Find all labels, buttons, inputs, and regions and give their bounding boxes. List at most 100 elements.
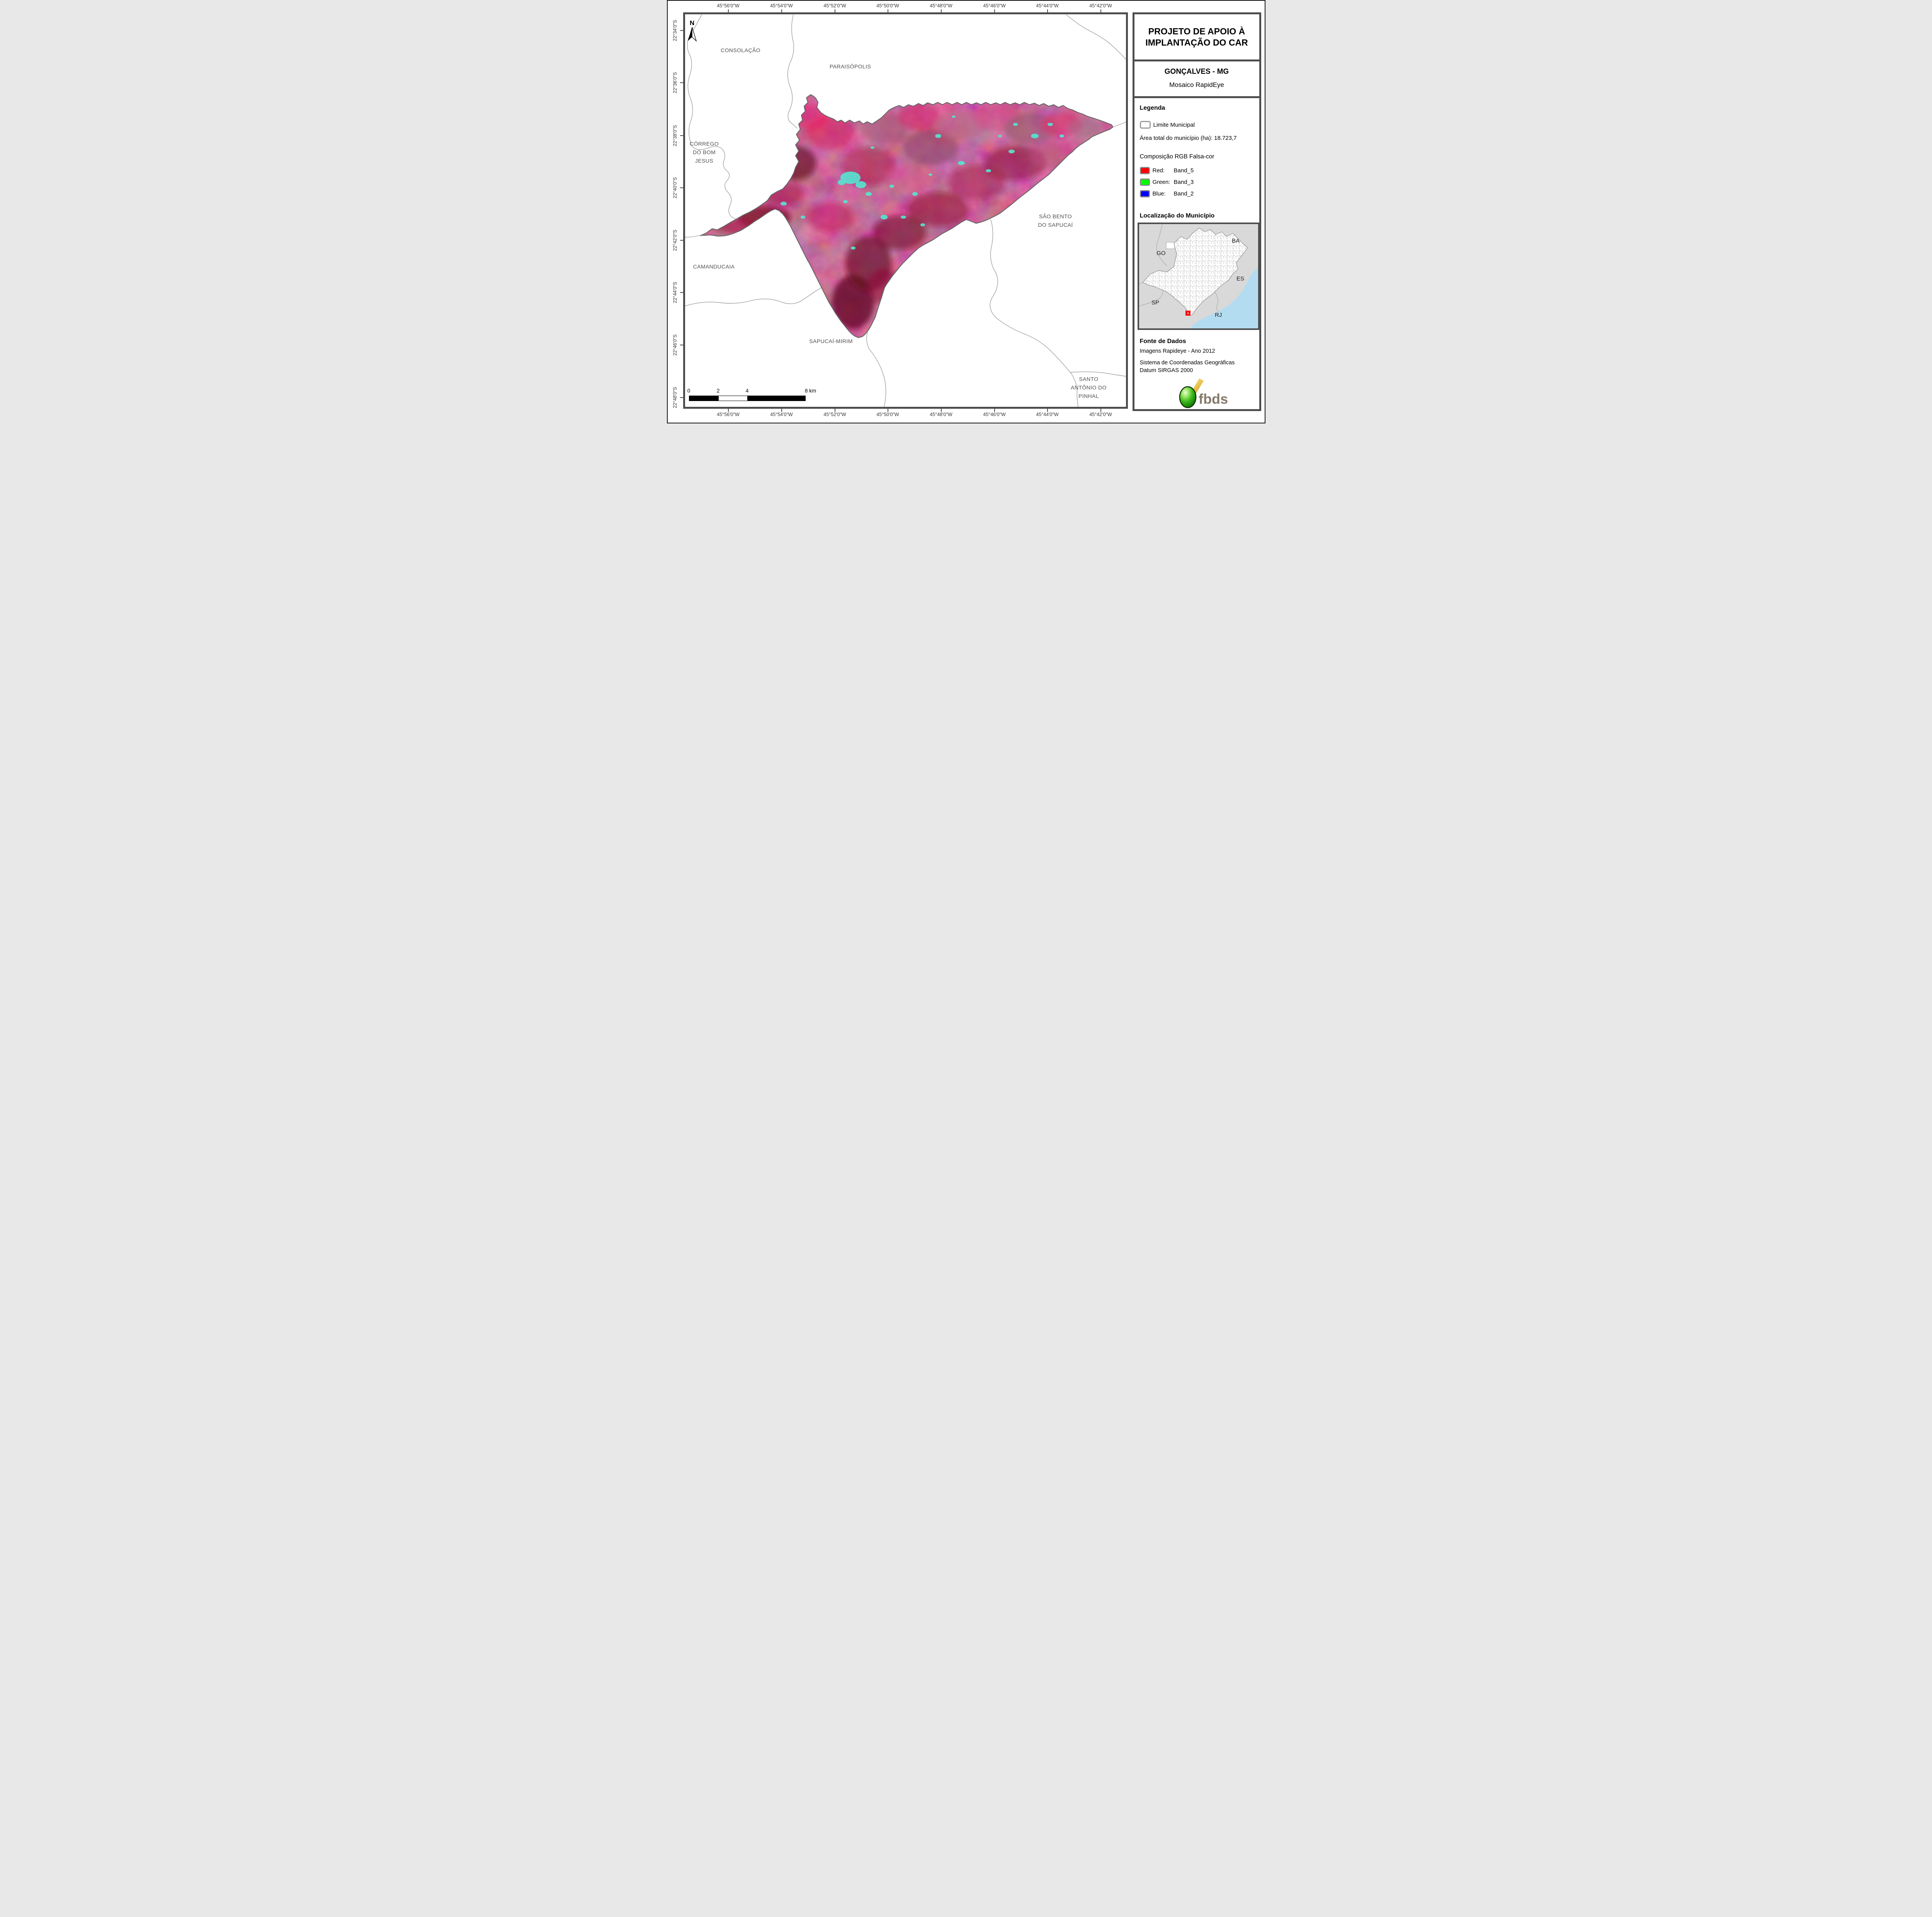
municipality-area: Área total do município (ha): 18.723,7	[1139, 135, 1237, 141]
inset-go-municipality	[1166, 242, 1175, 249]
scalebar-labels: 0 2 4 8 km	[687, 388, 816, 394]
inset-locator-map: GO BA ES SP RJ	[1137, 223, 1260, 330]
urban-and-water-patches	[780, 116, 1064, 250]
axis-label-top: 45°56'0"W	[717, 3, 740, 8]
scalebar	[689, 396, 806, 401]
source-line-datum: Datum SIRGAS 2000	[1139, 367, 1193, 374]
axis-label-left: 22°44'0"S	[672, 282, 678, 303]
ocean	[1190, 267, 1258, 328]
axis-tick-bottom	[781, 409, 782, 412]
scalebar-tick-label: 4	[745, 388, 749, 394]
limit-label: Limite Municipal	[1153, 121, 1195, 128]
axis-tick-bottom	[728, 409, 729, 412]
axis-label-left: 22°48'0"S	[672, 387, 678, 408]
axis-tick-left	[680, 240, 683, 241]
map-label-corrego: CÓRREGO DO BOM JESUS	[690, 139, 719, 165]
state-label-sp: SP	[1151, 299, 1159, 306]
rgb-band-label: Band_3	[1173, 178, 1194, 185]
axis-label-top: 45°50'0"W	[876, 3, 899, 8]
axis-tick-bottom	[940, 409, 942, 412]
axis-label-left: 22°36'0"S	[672, 72, 678, 93]
project-title: PROJETO DE APOIO À IMPLANTAÇÃO DO CAR	[1145, 26, 1248, 48]
municipality-title: GONÇALVES - MG	[1164, 68, 1229, 76]
info-panel: PROJETO DE APOIO À IMPLANTAÇÃO DO CAR GO…	[1132, 12, 1261, 411]
main-map: N	[685, 14, 1126, 407]
rgb-channel-label: Blue:	[1152, 190, 1166, 197]
map-label-line: CAMANDUCAIA	[693, 263, 735, 270]
logo-green-sphere	[1179, 386, 1196, 408]
state-label-rj: RJ	[1215, 312, 1222, 318]
rgb-composition-rows: Red: Band_5 Green: Band_3 Blue: Band_2	[1139, 165, 1194, 199]
map-label-camanducaia: CAMANDUCAIA	[693, 262, 735, 271]
axis-label-left: 22°42'0"S	[672, 229, 678, 251]
data-source-heading: Fonte de Dados	[1139, 338, 1186, 345]
map-document: N 45°56'0"W 45°54'0"W 45°52'0"W 45°50'0"W 45…	[667, 0, 1265, 423]
axis-tick-top	[781, 9, 782, 12]
scalebar-middle-segment	[718, 396, 748, 401]
map-label-line: PARAISÓPOLIS	[829, 63, 871, 70]
map-label-sao-bento: SÃO BENTO DO SAPUCAÍ	[1038, 212, 1073, 229]
rgb-band-label: Band_5	[1173, 167, 1194, 174]
axis-label-bottom: 45°54'0"W	[770, 412, 793, 417]
state-label-go: GO	[1156, 250, 1165, 257]
municipality-outline	[700, 94, 1113, 338]
legend-rgb-row: Red: Band_5	[1139, 165, 1194, 176]
color-swatch-icon	[1139, 178, 1150, 186]
axis-tick-bottom	[1100, 409, 1101, 412]
axis-label-left: 22°40'0"S	[672, 177, 678, 199]
scalebar-tick-label: 2	[716, 388, 720, 394]
panel-title-block: PROJETO DE APOIO À IMPLANTAÇÃO DO CAR	[1134, 14, 1259, 61]
axis-label-top: 45°48'0"W	[930, 3, 952, 8]
map-label-line: SAPUCAÍ-MIRIM	[809, 338, 853, 344]
panel-subtitle-block: GONÇALVES - MG Mosaico RapidEye	[1134, 61, 1259, 98]
axis-label-bottom: 45°48'0"W	[930, 412, 952, 417]
legend-rgb-row: Green: Band_3	[1139, 176, 1194, 188]
legend-limit-row: Limite Municipal	[1139, 121, 1195, 129]
map-label-line: ANTÔNIO DO	[1071, 384, 1107, 391]
axis-label-left: 22°46'0"S	[672, 334, 678, 356]
axis-tick-left	[680, 397, 683, 398]
axis-label-top: 45°54'0"W	[770, 3, 793, 8]
logo-text: fbds	[1199, 391, 1228, 407]
scalebar-tick-label: 8 km	[804, 388, 816, 394]
map-label-line: CÓRREGO	[689, 141, 719, 147]
axis-tick-top	[728, 9, 729, 12]
map-label-santo-antonio: SANTO ANTÔNIO DO PINHAL	[1071, 375, 1107, 400]
axis-label-top: 45°52'0"W	[823, 3, 846, 8]
axis-label-bottom: 45°44'0"W	[1036, 412, 1059, 417]
rgb-band-label: Band_2	[1173, 190, 1194, 197]
axis-tick-left	[680, 82, 683, 83]
axis-tick-top	[940, 9, 942, 12]
axis-tick-top	[1100, 9, 1101, 12]
axis-tick-left	[680, 187, 683, 188]
axis-label-bottom: 45°46'0"W	[983, 412, 1006, 417]
axis-label-left: 22°34'0"S	[672, 20, 678, 41]
north-letter: N	[689, 19, 694, 27]
limit-swatch-icon	[1139, 121, 1151, 129]
axis-label-bottom: 45°52'0"W	[823, 412, 846, 417]
axis-tick-bottom	[1047, 409, 1048, 412]
color-swatch-icon	[1139, 190, 1150, 197]
map-label-line: DO BOM	[692, 149, 716, 155]
state-borders	[1139, 224, 1219, 312]
axis-tick-bottom	[994, 409, 995, 412]
neighbor-boundaries	[685, 14, 1126, 407]
axis-label-bottom: 45°42'0"W	[1089, 412, 1112, 417]
map-label-line: SÃO BENTO	[1039, 213, 1072, 219]
axis-label-top: 45°42'0"W	[1089, 3, 1112, 8]
axis-label-top: 45°44'0"W	[1036, 3, 1059, 8]
fbds-logo: fbds	[1179, 378, 1228, 408]
map-label-line: JESUS	[695, 158, 714, 164]
axis-label-bottom: 45°56'0"W	[717, 412, 740, 417]
axis-tick-top	[994, 9, 995, 12]
axis-tick-left	[680, 292, 683, 293]
map-label-line: CONSOLAÇÃO	[721, 47, 760, 53]
axis-tick-top	[1047, 9, 1048, 12]
axis-tick-left	[680, 30, 683, 31]
rgb-channel-label: Red:	[1152, 167, 1165, 174]
map-label-line: DO SAPUCAÍ	[1038, 222, 1073, 228]
map-label-consolacao: CONSOLAÇÃO	[721, 46, 760, 54]
axis-tick-left	[680, 135, 683, 136]
scalebar-tick-label: 0	[687, 388, 690, 394]
rgb-channel-label: Green:	[1152, 178, 1170, 185]
